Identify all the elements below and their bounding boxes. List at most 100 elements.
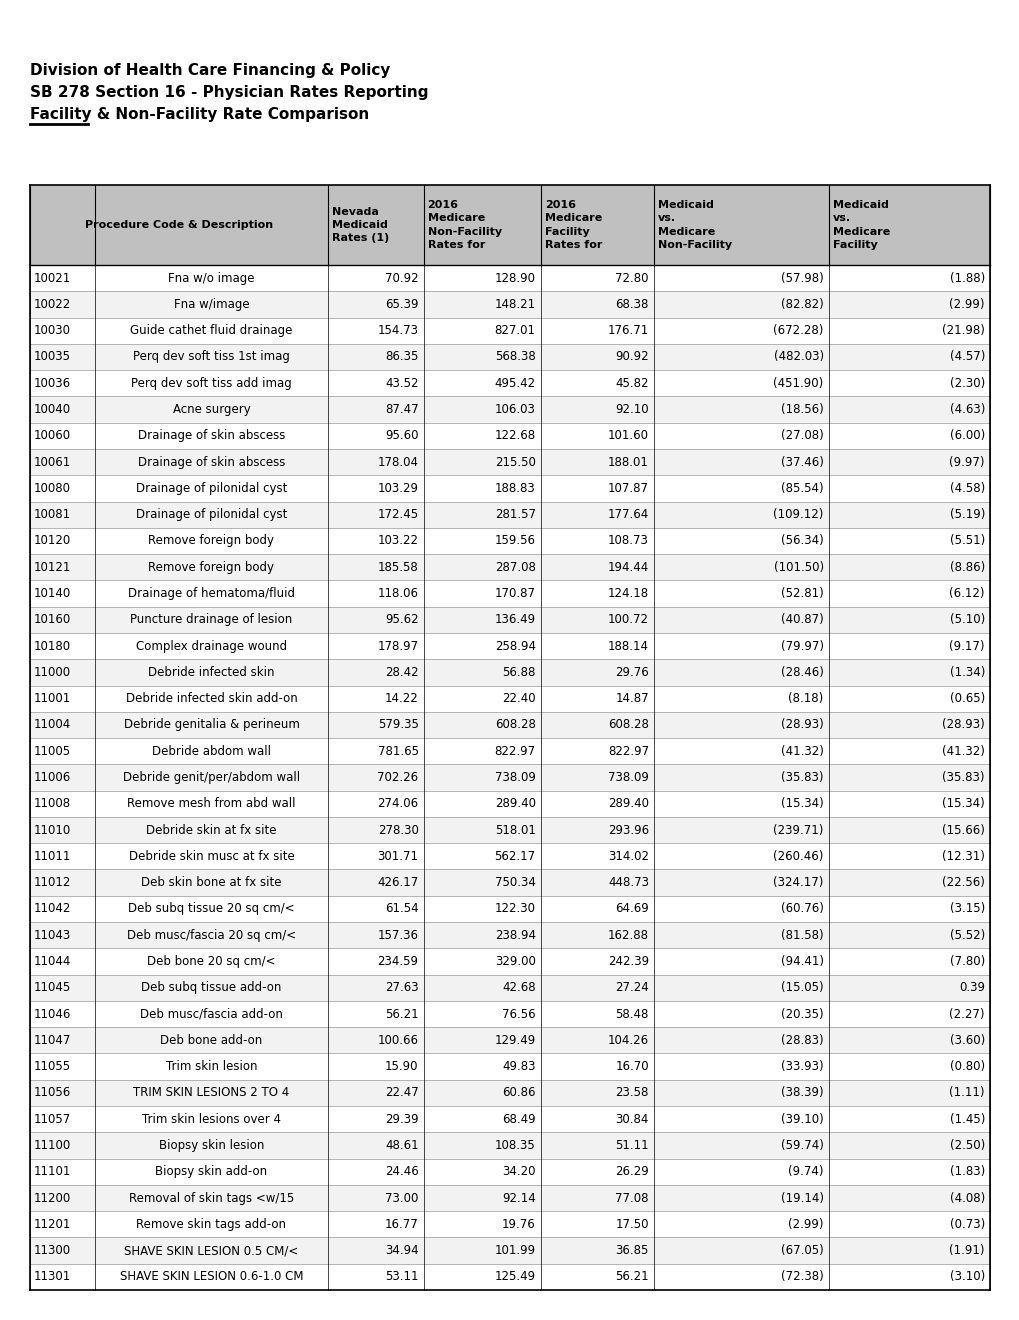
Text: Medicaid
vs.
Medicare
Facility: Medicaid vs. Medicare Facility [832, 201, 890, 249]
Bar [30, 659, 989, 685]
Text: 48.61: 48.61 [384, 1139, 418, 1152]
Text: (101.50): (101.50) [772, 561, 823, 574]
Text: 10060: 10060 [34, 429, 71, 442]
Text: 11011: 11011 [34, 850, 71, 863]
Bar [30, 318, 989, 343]
Text: Drainage of hematoma/fluid: Drainage of hematoma/fluid [127, 587, 294, 601]
Text: 2016
Medicare
Non-Facility
Rates for: 2016 Medicare Non-Facility Rates for [427, 201, 501, 249]
Text: Fna w/image: Fna w/image [173, 298, 249, 312]
Text: TRIM SKIN LESIONS 2 TO 4: TRIM SKIN LESIONS 2 TO 4 [133, 1086, 289, 1100]
Text: 11046: 11046 [34, 1007, 71, 1020]
Text: (82.82): (82.82) [781, 298, 823, 312]
Text: (4.63): (4.63) [949, 403, 984, 416]
Text: 104.26: 104.26 [607, 1034, 648, 1047]
Text: 101.99: 101.99 [494, 1243, 535, 1257]
Text: 10120: 10120 [34, 535, 71, 548]
Text: 178.97: 178.97 [377, 640, 418, 652]
Text: Debride genit/per/abdom wall: Debride genit/per/abdom wall [122, 771, 300, 784]
Text: (5.19): (5.19) [949, 508, 984, 521]
Text: 34.20: 34.20 [501, 1166, 535, 1179]
Text: 136.49: 136.49 [494, 614, 535, 626]
Text: Division of Health Care Financing & Policy: Division of Health Care Financing & Poli… [30, 63, 390, 78]
Text: 314.02: 314.02 [607, 850, 648, 863]
Text: (109.12): (109.12) [772, 508, 823, 521]
Bar [30, 422, 989, 449]
Text: 301.71: 301.71 [377, 850, 418, 863]
Text: 36.85: 36.85 [615, 1243, 648, 1257]
Text: 53.11: 53.11 [385, 1270, 418, 1283]
Text: 608.28: 608.28 [494, 718, 535, 731]
Text: (15.05): (15.05) [781, 981, 823, 994]
Text: 77.08: 77.08 [614, 1192, 648, 1205]
Text: 17.50: 17.50 [614, 1218, 648, 1230]
Text: 11055: 11055 [34, 1060, 71, 1073]
Text: 10030: 10030 [34, 325, 71, 337]
Text: (79.97): (79.97) [780, 640, 823, 652]
Text: Drainage of pilonidal cyst: Drainage of pilonidal cyst [136, 482, 286, 495]
Bar [30, 1263, 989, 1290]
Text: 101.60: 101.60 [607, 429, 648, 442]
Text: Perq dev soft tiss 1st imag: Perq dev soft tiss 1st imag [132, 351, 289, 363]
Text: (15.34): (15.34) [781, 797, 823, 810]
Text: 27.63: 27.63 [384, 981, 418, 994]
Text: Remove foreign body: Remove foreign body [149, 535, 274, 548]
Text: Guide cathet fluid drainage: Guide cathet fluid drainage [130, 325, 292, 337]
Text: (2.30): (2.30) [949, 376, 984, 389]
Text: 448.73: 448.73 [607, 876, 648, 890]
Text: 108.73: 108.73 [607, 535, 648, 548]
Text: Remove mesh from abd wall: Remove mesh from abd wall [127, 797, 296, 810]
Text: Trim skin lesions over 4: Trim skin lesions over 4 [142, 1113, 280, 1126]
Text: Debride infected skin: Debride infected skin [148, 665, 274, 678]
Text: 92.10: 92.10 [614, 403, 648, 416]
Bar [30, 843, 989, 870]
Bar [30, 1001, 989, 1027]
Text: (4.08): (4.08) [949, 1192, 984, 1205]
Text: (15.34): (15.34) [942, 797, 984, 810]
Text: SHAVE SKIN LESION 0.6-1.0 CM: SHAVE SKIN LESION 0.6-1.0 CM [119, 1270, 303, 1283]
Text: (482.03): (482.03) [772, 351, 823, 363]
Text: (72.38): (72.38) [781, 1270, 823, 1283]
Text: 289.40: 289.40 [494, 797, 535, 810]
Text: 10040: 10040 [34, 403, 71, 416]
Text: 281.57: 281.57 [494, 508, 535, 521]
Text: (6.12): (6.12) [949, 587, 984, 601]
Text: 278.30: 278.30 [377, 824, 418, 837]
Bar [30, 870, 989, 896]
Text: (52.81): (52.81) [781, 587, 823, 601]
Bar [30, 528, 989, 554]
Text: 11100: 11100 [34, 1139, 71, 1152]
Bar [30, 948, 989, 974]
Text: (4.58): (4.58) [949, 482, 984, 495]
Text: 60.86: 60.86 [501, 1086, 535, 1100]
Text: 23.58: 23.58 [615, 1086, 648, 1100]
Text: Deb musc/fascia add-on: Deb musc/fascia add-on [140, 1007, 282, 1020]
Text: (37.46): (37.46) [781, 455, 823, 469]
Text: 14.22: 14.22 [384, 692, 418, 705]
Text: 10035: 10035 [34, 351, 71, 363]
Bar [30, 711, 989, 738]
Text: (1.34): (1.34) [949, 665, 984, 678]
Bar [30, 634, 989, 659]
Text: (1.45): (1.45) [949, 1113, 984, 1126]
Text: Deb bone add-on: Deb bone add-on [160, 1034, 262, 1047]
Text: 107.87: 107.87 [607, 482, 648, 495]
Text: 518.01: 518.01 [494, 824, 535, 837]
Bar [30, 974, 989, 1001]
Text: (67.05): (67.05) [781, 1243, 823, 1257]
Text: 100.72: 100.72 [607, 614, 648, 626]
Text: (672.28): (672.28) [772, 325, 823, 337]
Text: 128.90: 128.90 [494, 272, 535, 285]
Text: 65.39: 65.39 [385, 298, 418, 312]
Text: (324.17): (324.17) [772, 876, 823, 890]
Text: (8.86): (8.86) [949, 561, 984, 574]
Text: (5.10): (5.10) [949, 614, 984, 626]
Text: SHAVE SKIN LESION 0.5 CM/<: SHAVE SKIN LESION 0.5 CM/< [124, 1243, 299, 1257]
Text: 495.42: 495.42 [494, 376, 535, 389]
Text: Puncture drainage of lesion: Puncture drainage of lesion [130, 614, 292, 626]
Bar [30, 265, 989, 292]
Text: 11301: 11301 [34, 1270, 71, 1283]
Text: 28.42: 28.42 [384, 665, 418, 678]
Text: Complex drainage wound: Complex drainage wound [136, 640, 286, 652]
Text: (2.27): (2.27) [949, 1007, 984, 1020]
Text: (6.00): (6.00) [949, 429, 984, 442]
